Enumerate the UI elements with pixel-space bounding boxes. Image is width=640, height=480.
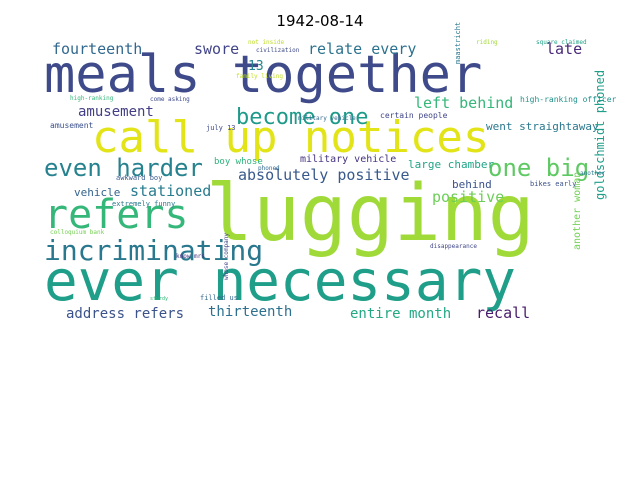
word-14: 13 — [248, 59, 264, 74]
word-29: boy whose — [214, 157, 263, 167]
word-24: large chamber — [408, 158, 494, 171]
word-36: extremely funny — [112, 200, 175, 208]
word-35: awkward boy — [116, 174, 162, 182]
word-18: positive — [432, 188, 504, 206]
word-10: relate every — [308, 40, 416, 58]
word-2: lugging — [206, 169, 535, 259]
word-54: sturdy — [150, 296, 168, 302]
word-20: thirteenth — [208, 304, 292, 320]
word-53: know mrs — [176, 253, 205, 260]
word-1: call up notices — [92, 112, 489, 163]
word-4: refers — [44, 192, 189, 238]
word-43: civilization — [256, 47, 300, 54]
word-5: incriminating — [44, 234, 263, 267]
word-23: went straightaway — [486, 120, 599, 133]
word-48: whose company — [223, 233, 230, 280]
word-25: goldschmidt phoned — [593, 70, 607, 200]
word-19: address refers — [66, 306, 184, 322]
word-32: high-ranking officer — [520, 95, 617, 104]
word-11: swore — [194, 40, 239, 58]
word-39: july 13 — [206, 124, 236, 132]
chart-title: 1942-08-14 — [276, 12, 364, 30]
word-13: left behind — [414, 94, 513, 112]
word-47: phoned — [258, 165, 280, 172]
word-3: ever necessary — [44, 249, 516, 314]
word-27: vehicle — [74, 186, 120, 199]
word-0: meals together — [44, 45, 482, 105]
word-34: bikes early — [530, 180, 576, 188]
word-52: disappearance — [430, 243, 477, 250]
word-6: even harder — [44, 154, 203, 182]
word-42: maastricht — [454, 22, 462, 64]
word-26: behind — [452, 178, 492, 191]
word-33: certain people — [380, 111, 448, 120]
word-30: another woman — [572, 172, 583, 250]
word-41: come asking — [150, 96, 190, 103]
word-28: military vehicle — [300, 154, 396, 165]
word-38: filled us — [200, 294, 238, 302]
word-40: family living — [236, 73, 283, 80]
word-49: another — [580, 170, 606, 177]
word-37: colloquium bank — [50, 229, 105, 236]
word-22: recall — [476, 304, 530, 322]
word-15: absolutely positive — [238, 166, 410, 184]
word-16: stationed — [130, 182, 211, 200]
word-8: one big — [488, 154, 589, 182]
word-12: late — [546, 40, 582, 58]
word-7: become one — [236, 105, 368, 130]
word-31: amusement — [50, 121, 94, 130]
word-45: high-ranking — [70, 95, 114, 102]
word-17: amusement — [78, 104, 154, 120]
word-46: military vehicle — [298, 115, 356, 122]
word-9: fourteenth — [52, 40, 142, 58]
word-51: square claimed — [536, 39, 587, 46]
word-44: not inside — [248, 39, 285, 46]
word-50: riding — [476, 39, 498, 46]
word-21: entire month — [350, 306, 451, 322]
